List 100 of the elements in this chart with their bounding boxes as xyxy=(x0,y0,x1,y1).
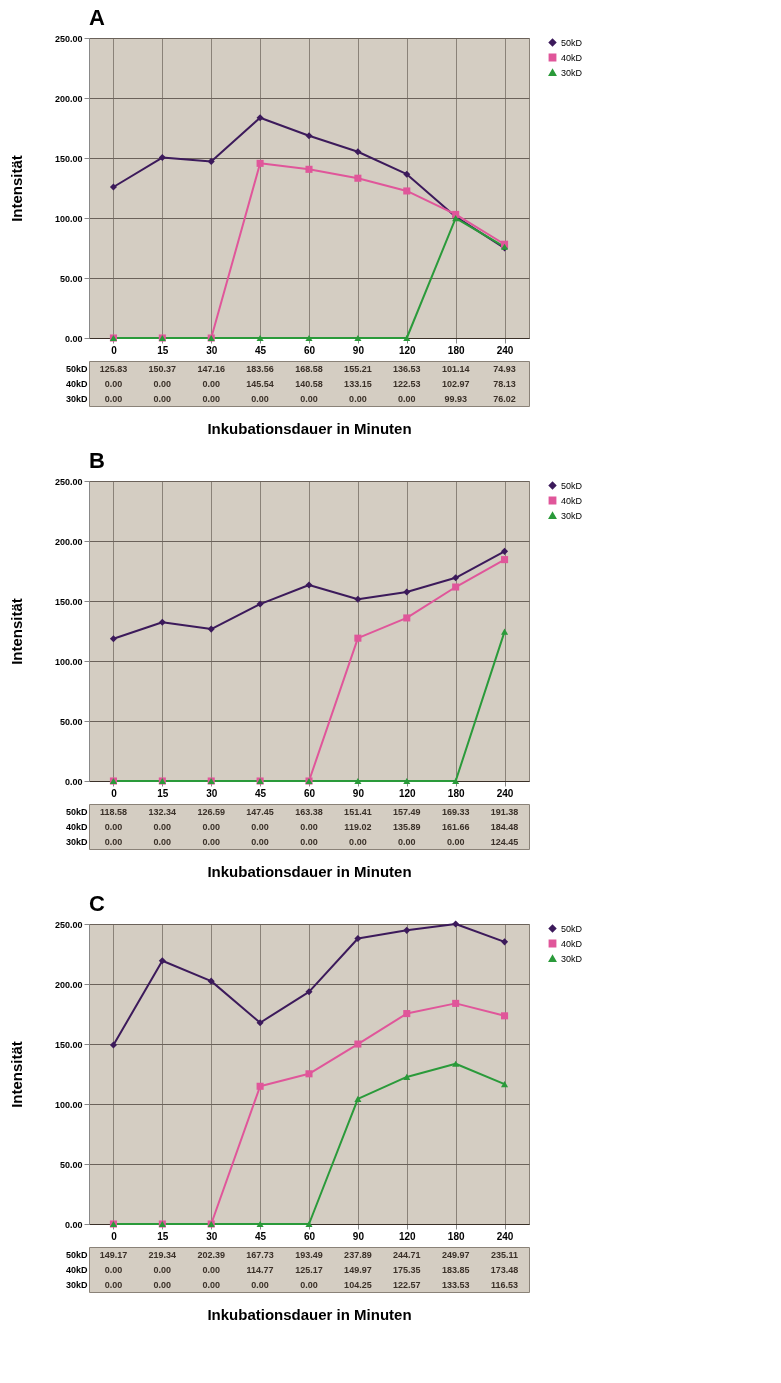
data-label: 140.58 xyxy=(295,378,323,389)
data-label: 125.17 xyxy=(295,1264,323,1275)
y-tick-label: 0.00 xyxy=(64,333,83,344)
data-label: 0.00 xyxy=(251,821,269,832)
x-tick-label: 45 xyxy=(255,344,267,356)
text: 40kD xyxy=(65,1265,88,1275)
y-tick-label: 50.00 xyxy=(59,273,83,284)
x-tick-label: 240 xyxy=(496,787,514,799)
point xyxy=(452,574,460,582)
point xyxy=(501,938,509,946)
data-label: 135.89 xyxy=(393,821,421,832)
data-label: 163.38 xyxy=(295,806,323,817)
point xyxy=(354,1095,362,1102)
x-tick-label: 240 xyxy=(496,1230,514,1242)
y-tick-label: 150.00 xyxy=(54,596,83,607)
data-label: 114.77 xyxy=(246,1264,274,1275)
data-label: 145.54 xyxy=(246,378,274,389)
point xyxy=(403,777,411,785)
data-label: 0.00 xyxy=(446,836,465,847)
y-axis-title: Intensität xyxy=(7,1041,25,1108)
text: 50kD xyxy=(65,364,88,374)
point xyxy=(354,595,362,603)
point xyxy=(354,935,362,943)
chart-title: A xyxy=(89,4,105,30)
data-label: 0.00 xyxy=(202,393,220,404)
data-label: 0.00 xyxy=(202,1279,220,1290)
point xyxy=(256,600,264,608)
point xyxy=(354,777,362,785)
point xyxy=(452,777,460,785)
y-tick-label: 100.00 xyxy=(54,1099,83,1110)
x-tick-label: 60 xyxy=(303,787,316,799)
data-label: 173.48 xyxy=(490,1264,519,1275)
x-tick-label: 30 xyxy=(206,344,218,356)
data-label: 0.00 xyxy=(202,378,220,389)
data-label: 99.93 xyxy=(444,393,467,404)
y-tick-label: 250.00 xyxy=(54,919,83,930)
data-label: 0.00 xyxy=(153,1264,172,1275)
point xyxy=(256,334,264,342)
point xyxy=(501,547,509,555)
data-label: 0.00 xyxy=(104,836,123,847)
data-label: 167.73 xyxy=(246,1249,274,1260)
point xyxy=(256,1082,264,1090)
legend-label: 30kD xyxy=(561,953,583,964)
x-tick-label: 0 xyxy=(111,1230,118,1242)
data-label: 191.38 xyxy=(490,806,519,817)
data-label: 0.00 xyxy=(398,836,416,847)
point xyxy=(158,154,166,162)
data-label: 0.00 xyxy=(153,378,172,389)
chart-title: C xyxy=(89,890,105,916)
legend-label: 50kD xyxy=(561,480,583,491)
x-tick-label: 45 xyxy=(255,1230,267,1242)
text: 50kD xyxy=(65,1250,88,1260)
point xyxy=(305,1070,313,1078)
point xyxy=(354,174,362,182)
x-tick-label: 0 xyxy=(111,344,118,356)
data-label: 102.97 xyxy=(441,378,470,389)
data-label: 0.00 xyxy=(153,393,172,404)
legend-label: 40kD xyxy=(561,495,583,506)
data-label: 161.66 xyxy=(441,821,470,832)
data-label: 157.49 xyxy=(393,806,421,817)
point xyxy=(403,334,411,342)
data-label: 0.00 xyxy=(300,393,318,404)
point xyxy=(256,1019,264,1027)
legend-label: 40kD xyxy=(561,938,583,949)
data-label: 0.00 xyxy=(300,821,318,832)
point xyxy=(158,957,166,965)
x-tick-label: 180 xyxy=(447,1230,465,1242)
point xyxy=(109,1041,117,1049)
point xyxy=(452,1060,460,1067)
point xyxy=(354,334,362,342)
data-label: 169.33 xyxy=(441,806,470,817)
y-tick-label: 100.00 xyxy=(54,213,83,224)
data-label: 0.00 xyxy=(202,1264,220,1275)
y-tick-label: 0.00 xyxy=(64,776,83,787)
point xyxy=(158,618,166,626)
data-label: 235.11 xyxy=(491,1249,519,1260)
y-axis-title: Intensität xyxy=(7,598,25,665)
x-tick-label: 30 xyxy=(206,1230,218,1242)
y-tick-label: 200.00 xyxy=(54,93,83,104)
point xyxy=(305,988,313,996)
data-label: 168.58 xyxy=(295,363,323,374)
data-label: 202.39 xyxy=(197,1249,225,1260)
data-label: 0.00 xyxy=(300,836,318,847)
data-label: 119.02 xyxy=(344,821,372,832)
data-label: 237.89 xyxy=(344,1249,372,1260)
point xyxy=(109,635,117,643)
y-tick-label: 250.00 xyxy=(54,476,83,487)
data-label: 183.85 xyxy=(441,1264,470,1275)
point xyxy=(305,1220,313,1228)
data-label: 0.00 xyxy=(202,836,220,847)
data-label: 0.00 xyxy=(104,1279,123,1290)
legend-label: 30kD xyxy=(561,510,583,521)
point xyxy=(452,583,460,591)
data-label: 124.45 xyxy=(490,836,519,847)
data-label: 78.13 xyxy=(493,378,516,389)
point xyxy=(354,1040,362,1048)
text: 30kD xyxy=(65,837,88,847)
text: 30kD xyxy=(65,1280,88,1290)
y-axis-title: Intensität xyxy=(7,155,25,222)
y-tick-label: 0.00 xyxy=(64,1219,83,1230)
